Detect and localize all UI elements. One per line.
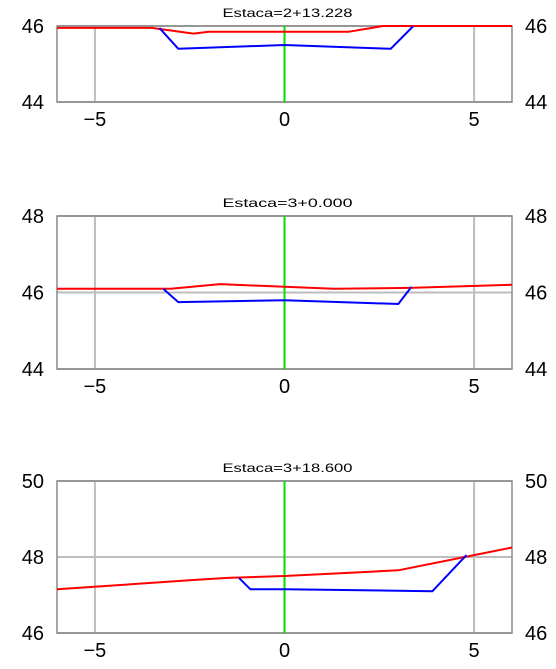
chart-2-y-tick-label-right: 46: [525, 283, 547, 305]
chart-1-y-tick-label-left: 44: [22, 92, 44, 114]
chart-3-y-tick-label-right: 48: [525, 547, 547, 569]
chart-1-x-tick-label: 5: [469, 109, 480, 131]
chart-3-x-tick-label: 5: [469, 640, 480, 662]
chart-1-title: Estaca=2+13.228: [223, 6, 353, 20]
chart-3-y-tick-label-right: 50: [525, 471, 547, 493]
chart-1-series-terrain-line: [57, 25, 512, 35]
chart-2-series-section-line: [162, 286, 413, 305]
chart-2-y-tick-label-left: 44: [22, 359, 44, 381]
chart-3-title: Estaca=3+18.600: [223, 461, 353, 475]
chart-2-title: Estaca=3+0.000: [223, 196, 353, 210]
chart-2-x-tick-label: −5: [84, 376, 107, 398]
chart-3-x-tick-label: 0: [279, 640, 290, 662]
chart-2-y-tick-label-left: 46: [22, 283, 44, 305]
chart-2-y-tick-label-right: 44: [525, 359, 547, 381]
chart-2-x-tick-label: 5: [469, 376, 480, 398]
chart-2-y-tick-label-right: 48: [525, 206, 547, 228]
chart-1-y-tick-label-right: 46: [525, 16, 547, 38]
chart-3-y-tick-label-right: 46: [525, 623, 547, 645]
chart-3-y-tick-label-left: 48: [22, 547, 44, 569]
chart-1-x-tick-label: 0: [279, 109, 290, 131]
chart-1-series-section-line: [158, 25, 415, 50]
chart-3-y-tick-label-left: 50: [22, 471, 44, 493]
chart-3-series-terrain-line: [56, 546, 513, 591]
chart-1-y-tick-label-right: 44: [525, 92, 547, 114]
chart-3-x-tick-label: −5: [84, 640, 107, 662]
chart-3-y-tick-label-left: 46: [22, 623, 44, 645]
chart-1-x-tick-label: −5: [84, 109, 107, 131]
chart-2-x-tick-label: 0: [279, 376, 290, 398]
chart-3-series-section-line: [238, 554, 468, 593]
chart-2-y-tick-label-left: 48: [22, 206, 44, 228]
chart-1-y-tick-label-left: 46: [22, 16, 44, 38]
